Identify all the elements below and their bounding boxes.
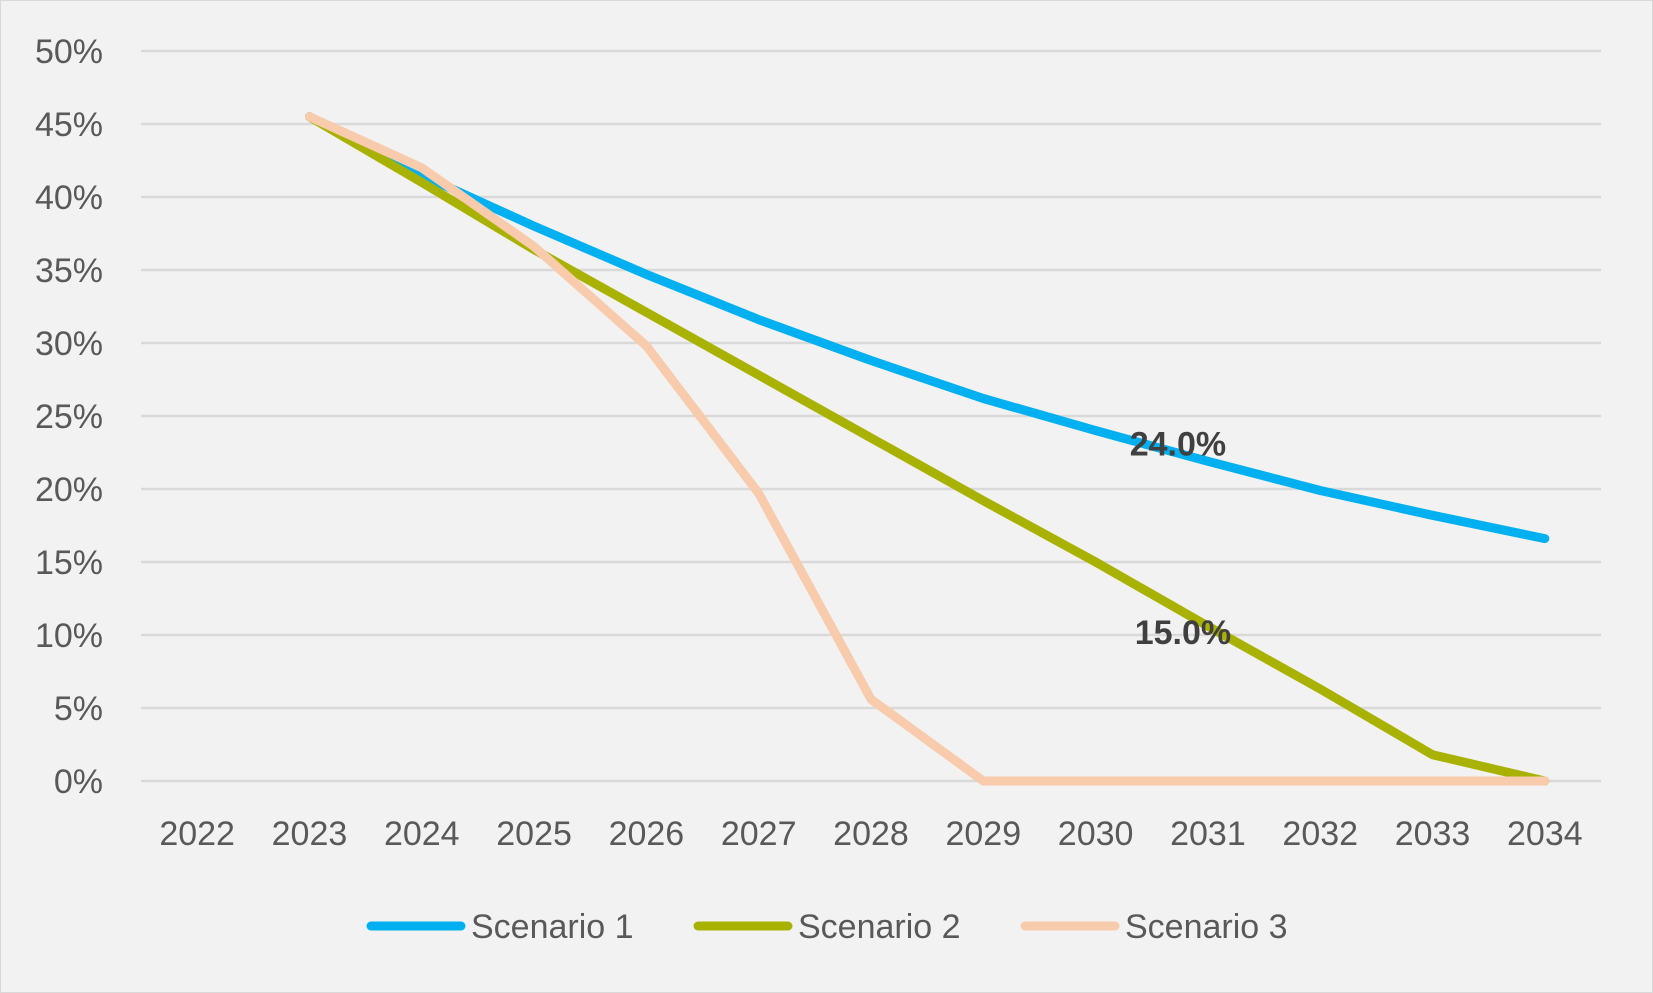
x-tick-label: 2026 [609,815,685,853]
x-tick-label: 2030 [1058,815,1134,853]
x-tick-label: 2031 [1170,815,1246,853]
x-tick-label: 2025 [496,815,572,853]
series-lines [305,112,1550,786]
x-tick-label: 2034 [1507,815,1583,853]
series-line-1 [305,112,1550,544]
series-line-3 [305,112,1550,786]
data-label: 24.0% [1130,425,1226,463]
y-tick-label: 40% [35,179,103,217]
legend-label-3: Scenario 3 [1125,908,1288,946]
x-axis-tick-labels: 2022 2023 2024 2025 2026 2027 2028 2029 2030 2031… [159,815,1582,853]
y-tick-label: 50% [35,33,103,71]
gridlines [141,49,1601,783]
x-tick-label: 2022 [159,815,235,853]
y-axis-tick-labels: 0% 5% 10% 15% 20% 25% 30% 35% 40% 45% 50% [35,33,103,801]
y-tick-label: 30% [35,325,103,363]
data-labels: 24.0% 15.0% [1130,425,1231,652]
legend: Scenario 1 Scenario 2 Scenario 3 [366,908,1288,946]
legend-label-2: Scenario 2 [798,908,961,946]
legend-label-1: Scenario 1 [471,908,634,946]
y-tick-label: 15% [35,544,103,582]
y-tick-label: 5% [54,690,103,728]
y-tick-label: 0% [54,763,103,801]
x-tick-label: 2033 [1395,815,1471,853]
y-tick-label: 45% [35,106,103,144]
x-tick-label: 2024 [384,815,460,853]
y-tick-label: 20% [35,471,103,509]
y-tick-label: 35% [35,252,103,290]
y-tick-label: 25% [35,398,103,436]
x-tick-label: 2032 [1282,815,1358,853]
x-tick-label: 2023 [272,815,348,853]
x-tick-label: 2028 [833,815,909,853]
y-tick-label: 10% [35,617,103,655]
x-tick-label: 2027 [721,815,797,853]
x-tick-label: 2029 [945,815,1021,853]
data-label: 15.0% [1135,614,1231,652]
